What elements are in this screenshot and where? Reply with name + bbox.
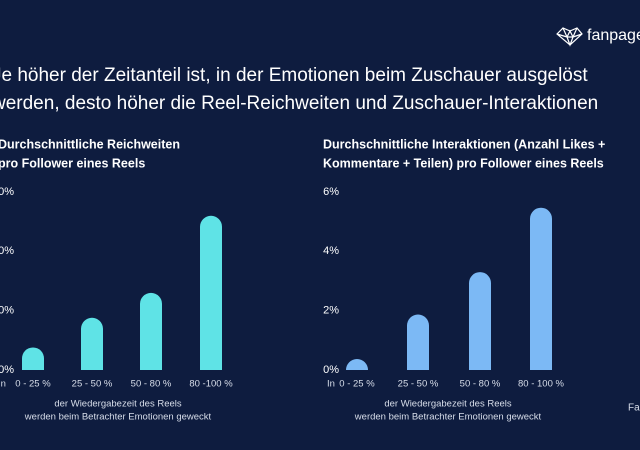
chart-title: pro Follower eines Reels [0, 156, 145, 170]
brand-logo [556, 27, 583, 47]
y-tick-label: 6% [323, 186, 339, 198]
chart-title: Durchschnittliche Reichweiten [0, 137, 180, 151]
x-axis-label: der Wiedergabezeit des Reels [54, 399, 182, 410]
brand-name: fanpage [587, 27, 640, 44]
y-tick-label: 2% [323, 305, 339, 317]
bar [346, 359, 368, 370]
x-axis-label: werden beim Betrachter Emotionen geweckt [24, 412, 212, 423]
x-tick-label: 50 - 80 % [460, 379, 501, 390]
footer-source: Fanpage Karma [628, 403, 640, 414]
y-tick-label: 30% [0, 186, 14, 198]
bar [81, 317, 103, 370]
x-tick-label: 0 - 25 % [15, 379, 51, 390]
x-axis-label: werden beim Betrachter Emotionen geweckt [354, 412, 542, 423]
x-tick-label: 25 - 50 % [398, 379, 439, 390]
bar [407, 314, 429, 370]
x-unit-label: In [327, 379, 335, 390]
bar [530, 207, 552, 370]
chart-title: Durchschnittliche Interaktionen (Anzahl … [323, 137, 605, 151]
x-axis-label: der Wiedergabezeit des Reels [384, 399, 512, 410]
y-tick-label: 10% [0, 305, 14, 317]
y-tick-label: 20% [0, 245, 14, 257]
y-tick-label: 0% [0, 364, 14, 376]
bar [200, 215, 222, 370]
page-title-line: werden, desto höher die Reel-Reichweiten… [0, 93, 598, 114]
x-tick-label: 25 - 50 % [72, 379, 113, 390]
y-tick-label: 0% [323, 364, 339, 376]
x-unit-label: In [0, 379, 6, 390]
bar [22, 347, 44, 370]
y-tick-label: 4% [323, 245, 339, 257]
x-tick-label: 80 - 100 % [518, 379, 564, 390]
chart-title: Kommentare + Teilen) pro Follower eines … [323, 156, 604, 170]
bar [140, 292, 162, 370]
bar [469, 272, 491, 370]
x-tick-label: 50 - 80 % [131, 379, 172, 390]
page-title-line: Je höher der Zeitanteil ist, in der Emot… [0, 65, 588, 86]
x-tick-label: 80 -100 % [189, 379, 233, 390]
x-tick-label: 0 - 25 % [339, 379, 375, 390]
